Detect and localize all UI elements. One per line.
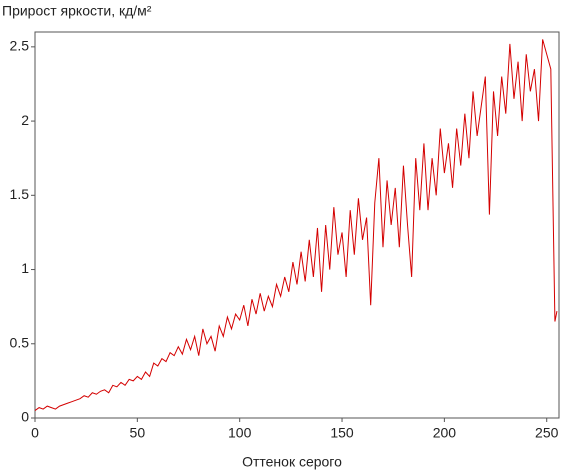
- y-tick-label: 2.5: [10, 38, 30, 54]
- y-tick-label: 2: [21, 112, 29, 128]
- x-tick-label: 150: [330, 425, 354, 441]
- x-tick-label: 0: [31, 425, 39, 441]
- x-tick-label: 250: [535, 425, 559, 441]
- x-tick-label: 100: [228, 425, 252, 441]
- chart-title: Прирост яркости, кд/м²: [2, 3, 152, 19]
- x-tick-label: 200: [433, 425, 457, 441]
- x-axis-label: Оттенок серого: [242, 454, 342, 470]
- y-tick-label: 1: [21, 260, 29, 276]
- plot-frame: [34, 31, 560, 419]
- x-tick-label: 50: [130, 425, 146, 441]
- y-tick-label: 1.5: [10, 186, 30, 202]
- y-tick-label: 0.5: [10, 334, 30, 350]
- y-tick-label: 0: [21, 409, 29, 425]
- data-line: [34, 39, 558, 411]
